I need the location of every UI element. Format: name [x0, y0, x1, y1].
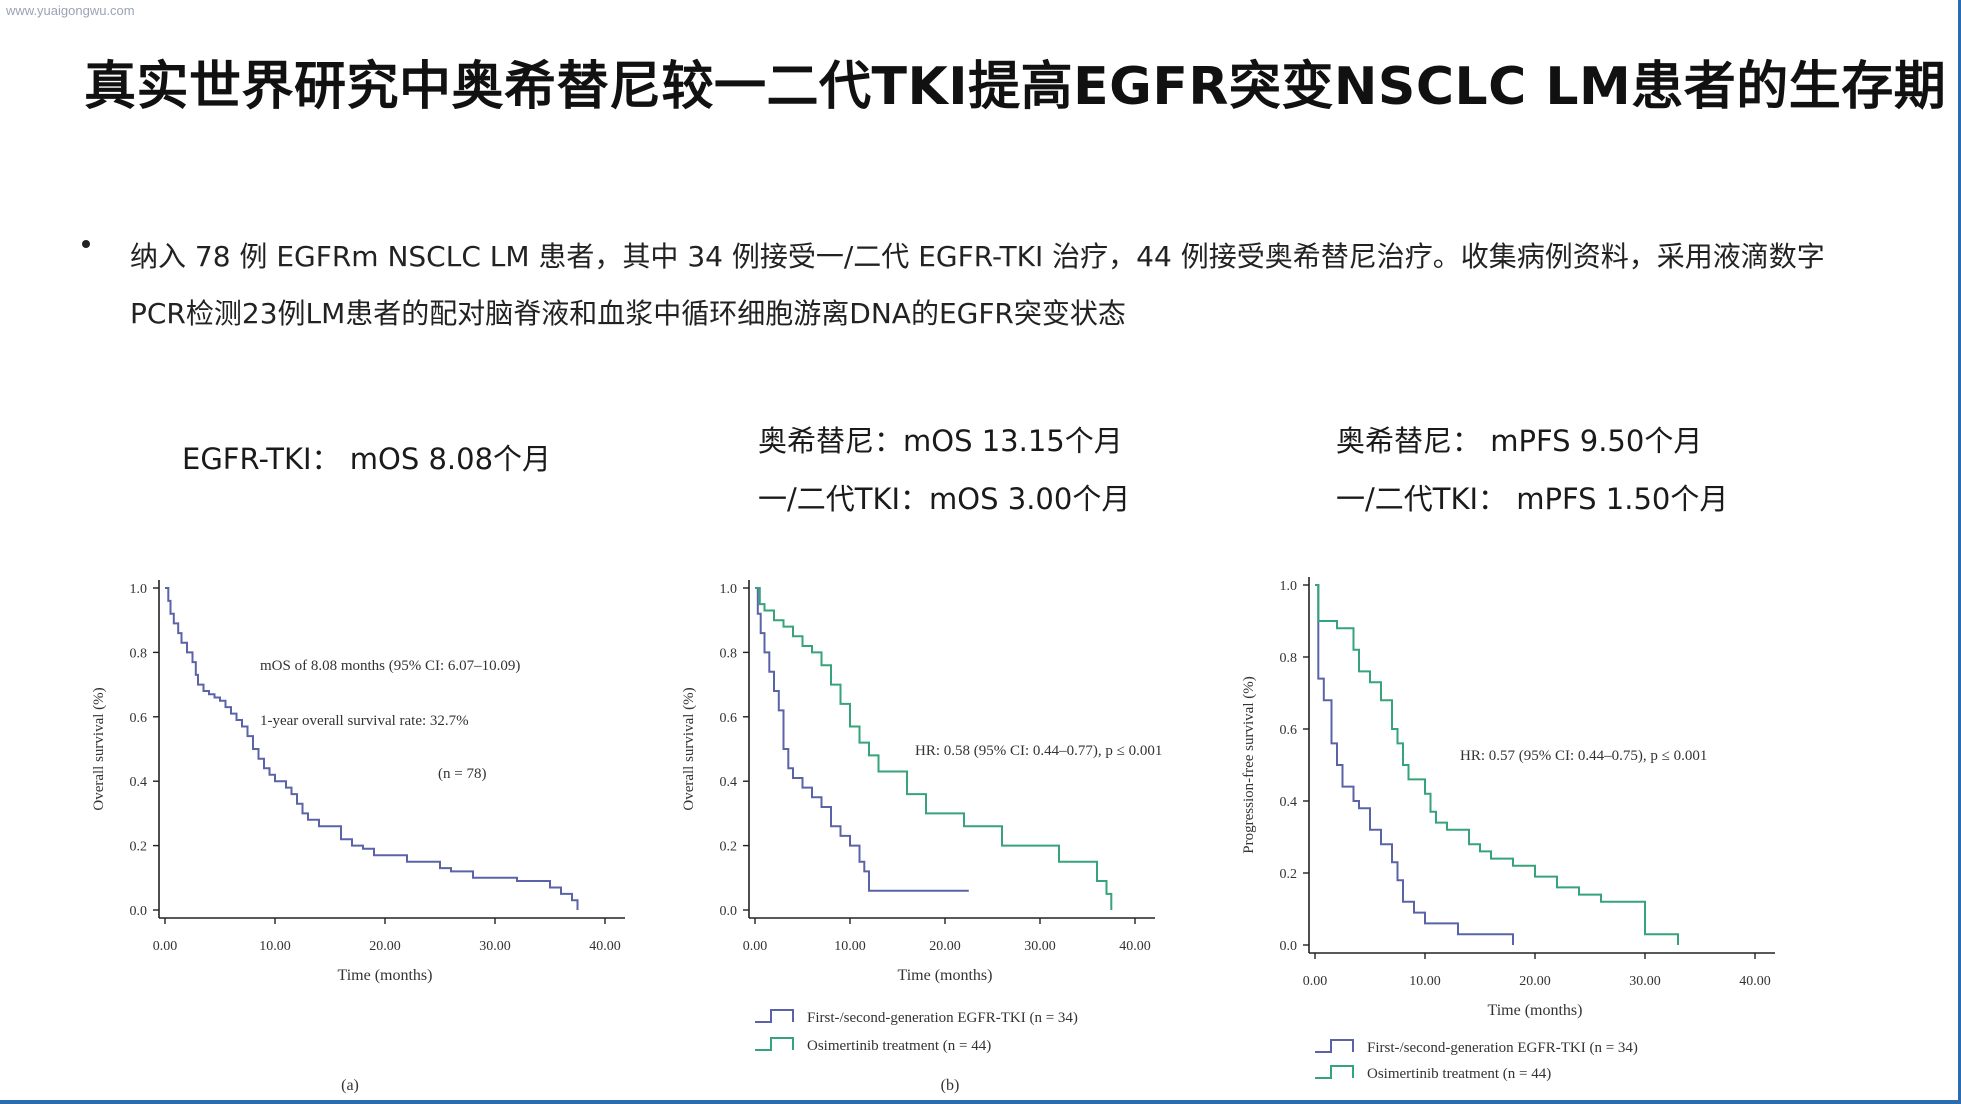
y-tick-label: 0.0: [130, 904, 148, 919]
x-axis-label: Time (months): [1488, 1002, 1583, 1019]
x-tick-label: 0.00: [153, 939, 178, 954]
y-tick-label: 0.8: [720, 646, 738, 661]
survival-curve-blue: [1315, 584, 1514, 945]
x-axis-label: Time (months): [898, 967, 993, 984]
chart-a-overall-survival: 0.0 0.2 0.4 0.6 0.8 1.0 0.00 10.00 20.00 30.00 40.…: [91, 580, 625, 1094]
x-axis-label: Time (months): [338, 967, 433, 984]
legend-swatch: [755, 1037, 794, 1051]
chart-annotation: mOS of 8.08 months (95% CI: 6.07–10.09): [260, 658, 520, 674]
y-tick-label: 0.8: [130, 646, 148, 661]
bullet-text: 纳入 78 例 EGFRm NSCLC LM 患者，其中 34 例接受一/二代 …: [130, 240, 1825, 330]
y-tick-label: 0.2: [1280, 867, 1298, 882]
caption-b-first-gen: 一/二代TKI：mOS 3.00个月: [758, 482, 1131, 516]
x-tick-label: 40.00: [1119, 939, 1151, 954]
y-tick-label: 0.4: [1280, 795, 1298, 810]
y-axis-label: Overall survival (%): [681, 687, 697, 810]
watermark: www.yuaigongwu.com: [6, 3, 135, 18]
x-tick-label: 30.00: [479, 939, 511, 954]
legend-label: Osimertinib treatment (n = 44): [807, 1038, 991, 1054]
y-tick-label: 0.0: [720, 904, 738, 919]
legend-swatch: [755, 1009, 794, 1023]
y-tick-label: 0.4: [720, 775, 738, 790]
x-tick-label: 10.00: [834, 939, 866, 954]
legend-label: First-/second-generation EGFR-TKI (n = 3…: [1367, 1040, 1638, 1056]
survival-curve-blue: [165, 587, 579, 910]
panel-label: (b): [941, 1077, 960, 1094]
caption-b-osimertinib: 奥希替尼：mOS 13.15个月: [758, 424, 1123, 458]
y-tick-label: 0.4: [130, 775, 148, 790]
legend-label: First-/second-generation EGFR-TKI (n = 3…: [807, 1010, 1078, 1026]
y-tick-label: 1.0: [1280, 579, 1298, 594]
y-tick-label: 0.8: [1280, 651, 1298, 666]
y-tick-label: 0.6: [720, 711, 738, 726]
x-tick-label: 0.00: [1303, 974, 1328, 989]
y-tick-label: 1.0: [130, 582, 148, 597]
legend-swatch: [1315, 1065, 1354, 1079]
chart-annotation: 1-year overall survival rate: 32.7%: [260, 713, 469, 729]
y-tick-label: 0.2: [130, 840, 148, 855]
chart-annotation: HR: 0.58 (95% CI: 0.44–0.77), p ≤ 0.001: [915, 743, 1162, 759]
caption-c-first-gen: 一/二代TKI： mPFS 1.50个月: [1336, 482, 1729, 516]
slide-title: 真实世界研究中奥希替尼较一二代TKI提高EGFR突变NSCLC LM患者的生存期: [84, 57, 1947, 117]
y-tick-label: 1.0: [720, 582, 738, 597]
chart-annotation: HR: 0.57 (95% CI: 0.44–0.75), p ≤ 0.001: [1460, 748, 1707, 764]
y-tick-label: 0.0: [1280, 939, 1298, 954]
y-axis-label: Progression-free survival (%): [1241, 676, 1257, 853]
slide-frame-bottom: [0, 1100, 1961, 1104]
y-tick-label: 0.6: [130, 711, 148, 726]
y-tick-label: 0.6: [1280, 723, 1298, 738]
x-tick-label: 40.00: [589, 939, 621, 954]
slide-frame-right: [1958, 0, 1961, 1104]
x-tick-label: 10.00: [1409, 974, 1441, 989]
panel-label: (a): [341, 1077, 359, 1094]
legend-swatch: [1315, 1039, 1354, 1053]
chart-annotation: (n = 78): [438, 766, 486, 782]
x-tick-label: 0.00: [743, 939, 768, 954]
x-tick-label: 40.00: [1739, 974, 1771, 989]
y-axis-label: Overall survival (%): [91, 687, 107, 810]
x-tick-label: 30.00: [1024, 939, 1056, 954]
legend-label: Osimertinib treatment (n = 44): [1367, 1066, 1551, 1082]
chart-c-progression-free-survival: 0.0 0.2 0.4 0.6 0.8 1.0 0.00 10.00 20.00 30.00 40.…: [1241, 577, 1775, 1082]
caption-c-osimertinib: 奥希替尼： mPFS 9.50个月: [1336, 424, 1703, 458]
x-tick-label: 10.00: [259, 939, 291, 954]
y-tick-label: 0.2: [720, 840, 738, 855]
survival-curve-green: [1315, 584, 1679, 945]
caption-a: EGFR-TKI： mOS 8.08个月: [182, 442, 552, 476]
survival-curve-blue: [755, 587, 969, 892]
x-tick-label: 20.00: [929, 939, 961, 954]
bullet-dot: [82, 240, 90, 248]
x-tick-label: 20.00: [369, 939, 401, 954]
x-tick-label: 30.00: [1629, 974, 1661, 989]
x-tick-label: 20.00: [1519, 974, 1551, 989]
chart-b-overall-survival: 0.0 0.2 0.4 0.6 0.8 1.0 0.00 10.00 20.00 30.00 40.…: [681, 580, 1162, 1094]
survival-curve-green: [755, 587, 1113, 910]
